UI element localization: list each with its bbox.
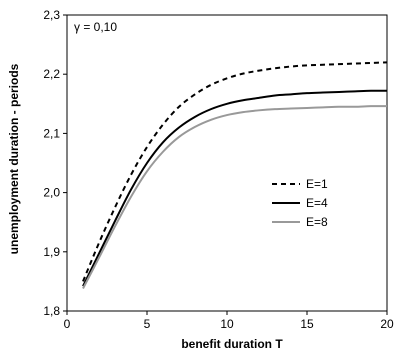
y-tick-label: 1,8 xyxy=(43,304,60,318)
y-tick-label: 2,3 xyxy=(43,8,60,22)
plot-border xyxy=(66,14,388,312)
y-axis: 1,8 1,9 2,0 2,1 2,2 2,3 xyxy=(43,8,67,318)
x-tick-label: 20 xyxy=(380,317,394,331)
series-line-e-1 xyxy=(82,61,388,282)
gamma-annotation: γ = 0,10 xyxy=(74,20,117,34)
legend-label: E=4 xyxy=(306,196,328,210)
x-tick-label: 0 xyxy=(64,317,71,331)
series-line-e-8 xyxy=(82,105,388,289)
x-tick-label: 10 xyxy=(220,317,234,331)
legend: E=1 E=4 E=8 xyxy=(272,177,328,229)
y-tick-label: 1,9 xyxy=(43,245,60,259)
series-layer xyxy=(82,61,388,289)
y-tick-label: 2,2 xyxy=(43,67,60,81)
legend-label: E=1 xyxy=(306,177,328,191)
y-axis-label: unemployment duration - periods xyxy=(7,63,21,254)
legend-label: E=8 xyxy=(306,215,328,229)
y-tick-label: 2,0 xyxy=(43,186,60,200)
series-line-e-4 xyxy=(82,89,388,287)
x-axis: 0 5 10 15 20 xyxy=(64,311,394,331)
x-tick-label: 15 xyxy=(300,317,314,331)
x-tick-label: 5 xyxy=(144,317,151,331)
y-tick-label: 2,1 xyxy=(43,126,60,140)
x-axis-label: benefit duration T xyxy=(181,337,283,351)
plot-frame xyxy=(66,14,388,312)
